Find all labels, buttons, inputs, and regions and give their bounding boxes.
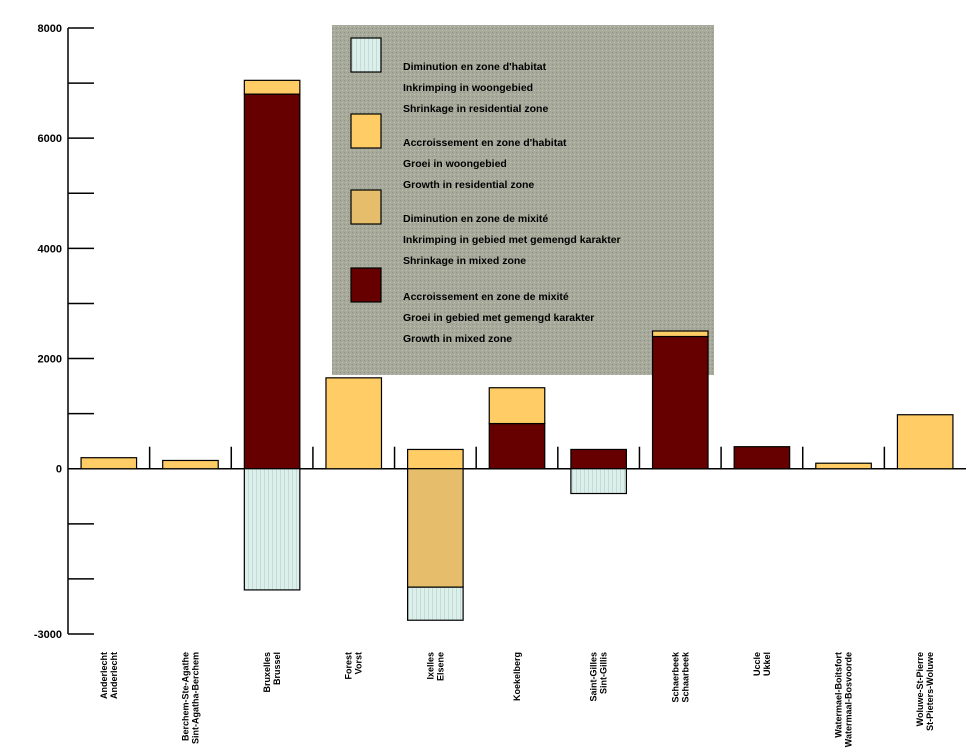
legend-entry-text: Shrinkage in residential zone — [403, 103, 548, 115]
category-label-line: Watermael-Boitsfort — [834, 652, 844, 738]
y-tick-label: 8000 — [38, 23, 62, 35]
category-label: Anderlecht Anderlecht — [99, 652, 119, 699]
category-label-line: Koekelberg — [512, 652, 522, 701]
legend-entry-text: Growth in mixed zone — [403, 333, 512, 345]
category-label: Ixelles Elsene — [425, 652, 445, 681]
legend-entry-text: Accroissement en zone de mixité — [403, 291, 569, 303]
y-tick-label: 4000 — [38, 243, 62, 255]
bar-segment — [243, 93, 301, 470]
category-label-line: Uccle — [752, 652, 762, 676]
legend-background — [332, 25, 714, 375]
bar-segment — [896, 414, 954, 470]
legend: Diminution en zone d'habitat Inkrimping i… — [332, 25, 714, 375]
category-label: Berchem-Ste-Agathe Sint-Agatha-Berchem — [180, 652, 200, 744]
legend-entry-text: Inkrimping in woongebied — [403, 82, 533, 94]
bar-segment — [488, 422, 546, 470]
category-label-line: Anderlecht — [109, 652, 119, 699]
legend-entry-text: Groei in woongebied — [403, 158, 507, 170]
legend-entry-text: Accroissement en zone d'habitat — [403, 137, 567, 149]
bar-segment — [815, 462, 872, 470]
y-tick-label: 6000 — [38, 133, 62, 145]
category-label-line: St-Pieters-Woluwe — [925, 652, 935, 731]
bar-segment — [80, 457, 138, 470]
bar-segment — [570, 448, 627, 470]
category-label: Saint-Gilles Sint-Gillis — [589, 652, 609, 702]
bar-segment — [325, 377, 383, 470]
legend-entry-text: Growth in residential zone — [403, 179, 534, 191]
legend-entry-text: Diminution en zone d'habitat — [403, 61, 547, 73]
bar-segment — [651, 330, 709, 338]
y-tick-label: 0 — [56, 464, 62, 476]
bar-segment — [488, 387, 546, 425]
bar-segment — [570, 468, 627, 495]
legend-entry-text: Shrinkage in mixed zone — [403, 255, 526, 267]
bar-segment — [162, 459, 219, 470]
category-label-line: Ukkel — [762, 652, 772, 676]
category-label-line: Schaerbeek — [670, 651, 680, 703]
category-label-line: Brussel — [272, 652, 282, 685]
category-label-line: Watermaal-Bosvoorde — [844, 652, 854, 747]
category-label-line: Bruxelles — [262, 652, 272, 693]
category-label-line: Sint-Agatha-Berchem — [190, 652, 200, 744]
category-label-line: Woluwe-St-Pierre — [915, 652, 925, 726]
legend-entry-text: Diminution en zone de mixité — [403, 213, 548, 225]
legend-entry-text: Groei in gebied met gemengd karakter — [403, 312, 594, 324]
y-tick-label: -3000 — [34, 629, 62, 641]
bar-segment — [733, 446, 791, 470]
bar-segment — [407, 586, 464, 621]
category-label-line: Berchem-Ste-Agathe — [180, 652, 190, 741]
category-labels: Anderlecht Anderlecht Berchem-Ste-Agathe Si… — [99, 651, 935, 747]
legend-swatch — [350, 37, 382, 73]
category-label: Forest Vorst — [344, 652, 364, 680]
category-label-line: Ixelles — [425, 652, 435, 680]
category-label: Bruxelles Brussel — [262, 652, 282, 693]
bar-segment — [243, 468, 301, 591]
category-label-line: Anderlecht — [99, 652, 109, 699]
category-label: Uccle Ukkel — [752, 652, 772, 676]
bar-segment — [407, 448, 464, 470]
category-label: Watermael-Boitsfort Watermaal-Bosvoorde — [834, 652, 854, 747]
category-label-line: Sint-Gillis — [599, 652, 609, 694]
category-label-line: Forest — [344, 652, 354, 680]
y-tick-label: 2000 — [38, 354, 62, 366]
category-label-line: Saint-Gilles — [589, 652, 599, 702]
bar-segment — [407, 468, 464, 588]
bars — [80, 79, 954, 621]
category-label-line: Schaarbeek — [680, 651, 690, 703]
category-label-line: Elsene — [435, 652, 445, 681]
legend-swatch — [350, 189, 382, 225]
legend-entry-text: Inkrimping in gebied met gemengd karakte… — [403, 234, 621, 246]
legend-swatch — [350, 113, 382, 149]
legend-swatch — [350, 267, 382, 303]
category-label: Schaerbeek Schaarbeek — [670, 651, 690, 703]
category-label: Koekelberg — [512, 652, 522, 701]
bar-segment — [243, 79, 301, 95]
bar-segment — [651, 335, 709, 470]
category-label: Woluwe-St-Pierre St-Pieters-Woluwe — [915, 652, 935, 731]
category-label-line: Vorst — [354, 652, 364, 674]
